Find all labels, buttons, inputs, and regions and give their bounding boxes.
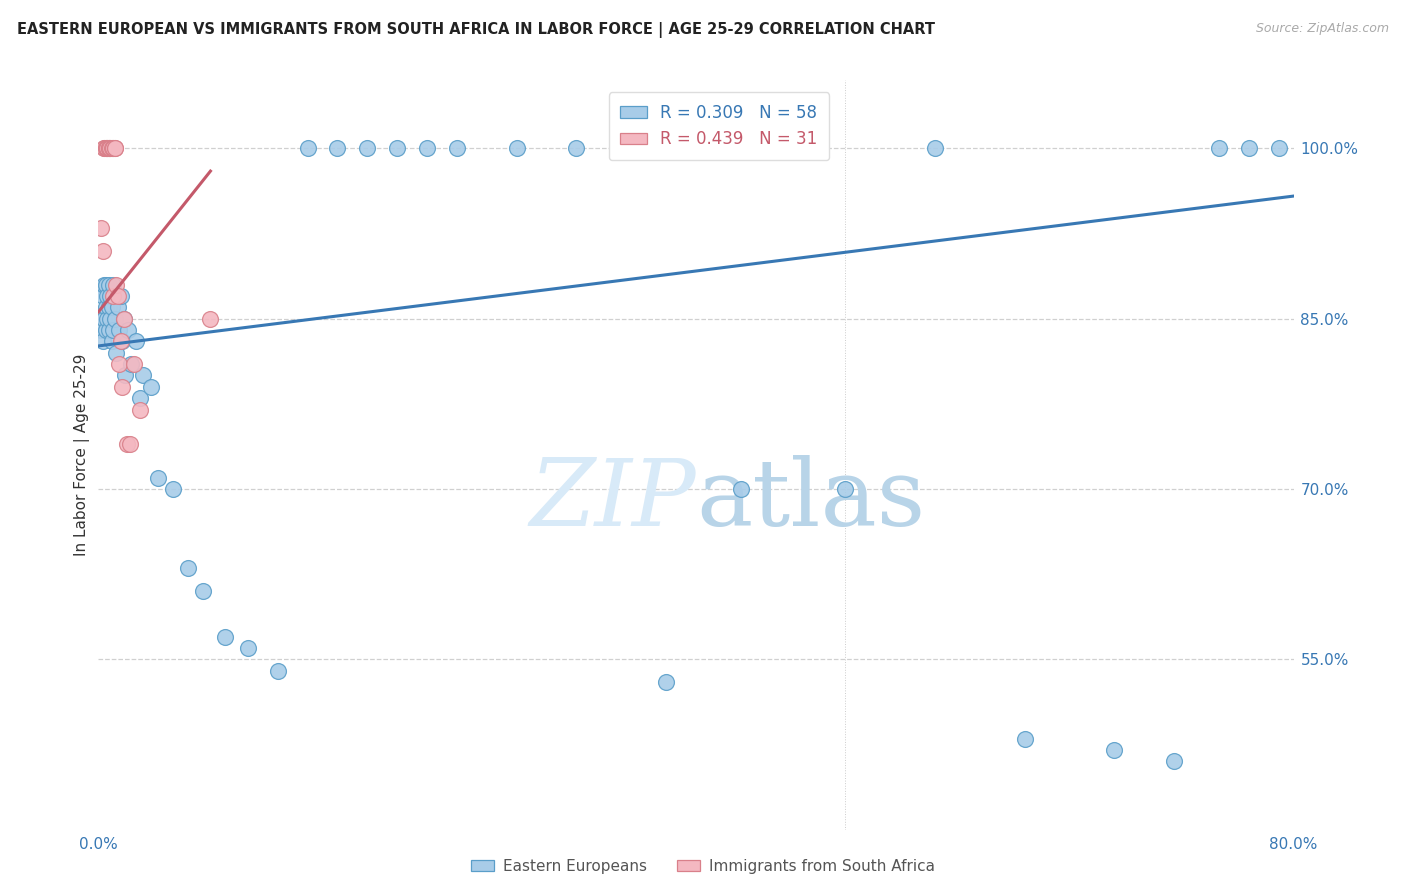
Point: [565, 141, 588, 155]
Text: atlas: atlas: [696, 455, 925, 545]
Point: [104, 141, 127, 155]
Point: [446, 141, 468, 155]
Point: [103, 323, 125, 337]
Point: [103, 141, 125, 155]
Point: [200, 311, 222, 326]
Point: [506, 141, 529, 155]
Point: [1104, 743, 1126, 757]
Point: [101, 334, 124, 349]
Point: [96, 289, 118, 303]
Point: [98, 141, 122, 155]
Point: [101, 141, 124, 155]
Point: [326, 141, 349, 155]
Point: [93, 141, 115, 155]
Text: ZIP: ZIP: [529, 455, 696, 545]
Point: [91, 289, 114, 303]
Point: [177, 561, 200, 575]
Point: [107, 301, 129, 315]
Point: [834, 482, 856, 496]
Point: [108, 323, 131, 337]
Point: [94, 141, 117, 155]
Point: [162, 482, 184, 496]
Point: [730, 482, 752, 496]
Point: [112, 311, 135, 326]
Point: [93, 277, 115, 292]
Point: [104, 141, 127, 155]
Point: [96, 141, 118, 155]
Point: [97, 277, 120, 292]
Point: [103, 289, 125, 303]
Point: [97, 141, 120, 155]
Point: [97, 301, 120, 315]
Point: [110, 334, 132, 349]
Point: [90, 220, 112, 235]
Point: [1163, 755, 1185, 769]
Point: [91, 334, 114, 349]
Point: [214, 630, 236, 644]
Point: [103, 277, 125, 292]
Point: [120, 357, 142, 371]
Point: [112, 311, 135, 326]
Point: [101, 301, 124, 315]
Point: [98, 141, 122, 155]
Point: [108, 357, 131, 371]
Point: [98, 311, 122, 326]
Point: [107, 289, 129, 303]
Point: [297, 141, 319, 155]
Point: [94, 141, 117, 155]
Point: [191, 584, 214, 599]
Y-axis label: In Labor Force | Age 25-29: In Labor Force | Age 25-29: [75, 354, 90, 556]
Point: [110, 289, 132, 303]
Point: [924, 141, 946, 155]
Point: [118, 436, 141, 450]
Point: [111, 334, 134, 349]
Point: [1014, 731, 1036, 746]
Point: [124, 357, 146, 371]
Point: [416, 141, 439, 155]
Point: [94, 277, 117, 292]
Point: [93, 311, 115, 326]
Point: [267, 664, 290, 678]
Point: [97, 141, 120, 155]
Point: [96, 141, 118, 155]
Point: [356, 141, 378, 155]
Legend: R = 0.309   N = 58, R = 0.439   N = 31: R = 0.309 N = 58, R = 0.439 N = 31: [609, 93, 830, 160]
Point: [91, 244, 114, 258]
Point: [97, 141, 120, 155]
Point: [103, 141, 125, 155]
Point: [132, 368, 155, 383]
Point: [115, 436, 138, 450]
Legend: Eastern Europeans, Immigrants from South Africa: Eastern Europeans, Immigrants from South…: [464, 853, 942, 880]
Point: [1237, 141, 1260, 155]
Point: [96, 311, 118, 326]
Point: [104, 311, 127, 326]
Point: [94, 323, 117, 337]
Point: [111, 380, 134, 394]
Point: [129, 391, 152, 405]
Text: EASTERN EUROPEAN VS IMMIGRANTS FROM SOUTH AFRICA IN LABOR FORCE | AGE 25-29 CORR: EASTERN EUROPEAN VS IMMIGRANTS FROM SOUT…: [17, 22, 935, 38]
Point: [117, 323, 139, 337]
Point: [105, 277, 128, 292]
Point: [655, 675, 678, 690]
Point: [98, 289, 122, 303]
Point: [93, 141, 115, 155]
Point: [114, 368, 136, 383]
Point: [148, 470, 170, 484]
Point: [129, 402, 152, 417]
Point: [236, 640, 259, 655]
Point: [385, 141, 409, 155]
Point: [139, 380, 162, 394]
Point: [105, 345, 128, 359]
Point: [1267, 141, 1289, 155]
Point: [96, 141, 118, 155]
Point: [94, 301, 117, 315]
Point: [90, 323, 112, 337]
Point: [97, 323, 120, 337]
Point: [125, 334, 148, 349]
Point: [1208, 141, 1230, 155]
Text: Source: ZipAtlas.com: Source: ZipAtlas.com: [1256, 22, 1389, 36]
